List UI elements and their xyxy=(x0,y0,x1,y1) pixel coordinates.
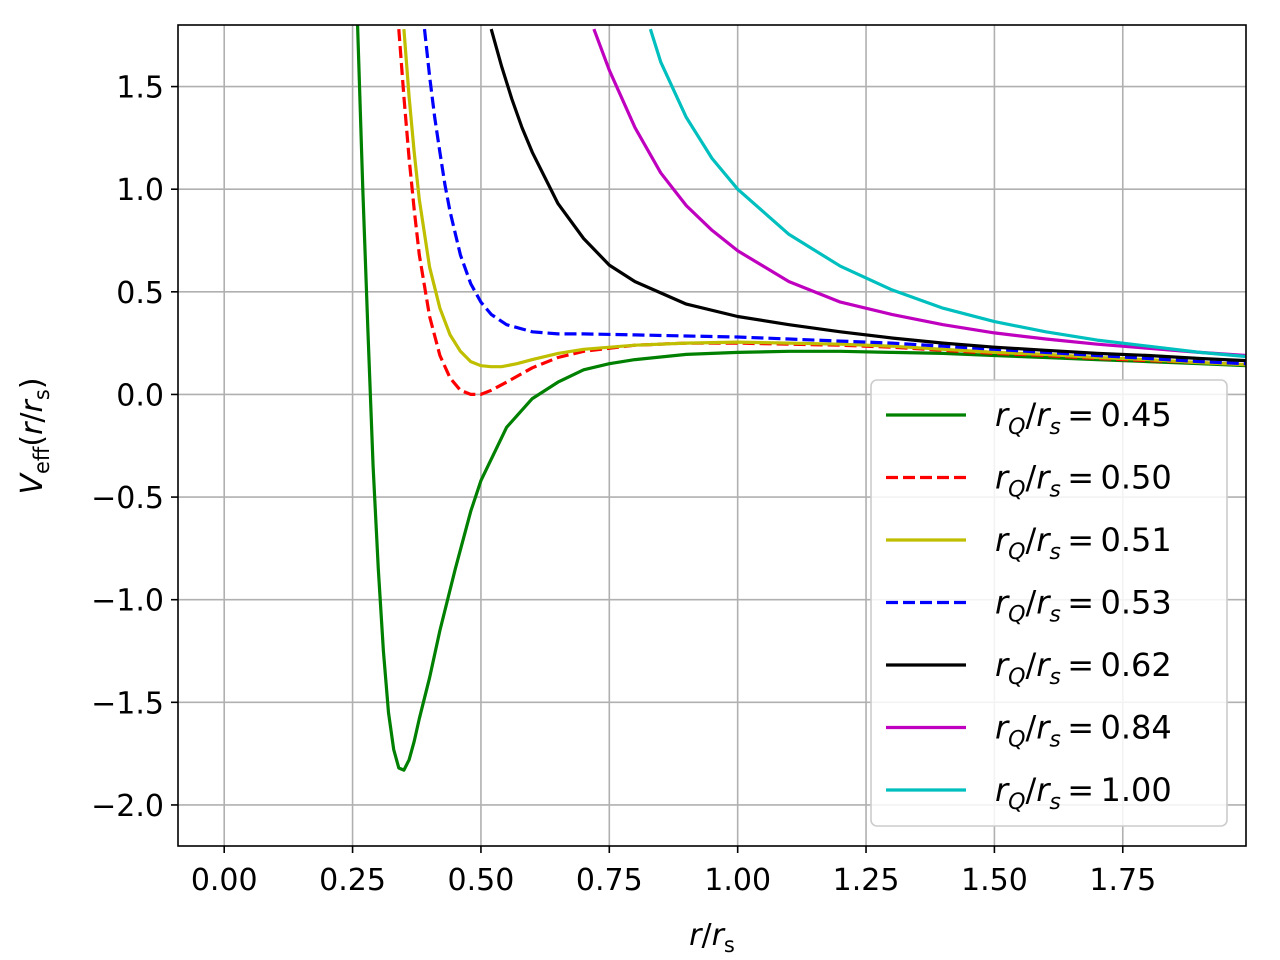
x-tick-label: 1.00 xyxy=(704,863,771,898)
y-tick-label: −1.5 xyxy=(91,686,164,721)
y-tick-label: −1.0 xyxy=(91,584,164,619)
y-tick-label: 1.0 xyxy=(116,173,164,208)
x-tick-label: 1.50 xyxy=(961,863,1028,898)
series-line-2 xyxy=(402,28,1246,369)
legend-label-3: rQ/rs = 0.53 xyxy=(995,584,1172,628)
y-tick-label: 0.0 xyxy=(116,378,164,413)
ticks: 0.00 0.25 0.50 0.75 1.00 1.25 1.50 1.75 −2.0 −1.5… xyxy=(91,71,1156,898)
series-line-3 xyxy=(422,28,1246,366)
y-axis-label-text: Veff(r/rs) xyxy=(15,377,54,494)
y-tick-label: −2.0 xyxy=(91,789,164,824)
x-tick-label: 0.25 xyxy=(319,863,386,898)
x-tick-label: 0.75 xyxy=(576,863,643,898)
x-tick-label: 1.25 xyxy=(833,863,900,898)
x-tick-label: 0.50 xyxy=(448,863,515,898)
series-line-0 xyxy=(355,25,1246,772)
legend-label-5: rQ/rs = 0.84 xyxy=(995,709,1172,753)
y-tick-label: −0.5 xyxy=(91,481,164,516)
y-tick-label: 0.5 xyxy=(116,276,164,311)
legend-label-6: rQ/rs = 1.00 xyxy=(995,771,1172,815)
plot-frame xyxy=(177,24,1247,847)
legend-label-4: rQ/rs = 0.62 xyxy=(995,646,1172,690)
series-line-5 xyxy=(592,28,1246,358)
y-axis-label: Veff(r/rs) xyxy=(15,377,54,494)
x-axis-label: r/rs xyxy=(689,918,735,957)
series-line-1 xyxy=(397,28,1246,396)
series-line-4 xyxy=(489,28,1246,363)
legend-box xyxy=(870,379,1228,827)
x-tick-label: 0.00 xyxy=(191,863,258,898)
x-tick-label: 1.75 xyxy=(1089,863,1156,898)
legend: rQ/rs = 0.45 rQ/rs = 0.50 rQ/rs = 0.51 rQ/r… xyxy=(870,379,1228,827)
legend-label-1: rQ/rs = 0.50 xyxy=(995,459,1172,503)
legend-label-0: rQ/rs = 0.45 xyxy=(995,396,1172,440)
legend-label-2: rQ/rs = 0.51 xyxy=(995,521,1172,565)
x-axis-label-text: r/rs xyxy=(689,918,735,957)
series-layer xyxy=(355,25,1246,772)
y-tick-label: 1.5 xyxy=(116,71,164,106)
series-line-6 xyxy=(648,28,1246,359)
